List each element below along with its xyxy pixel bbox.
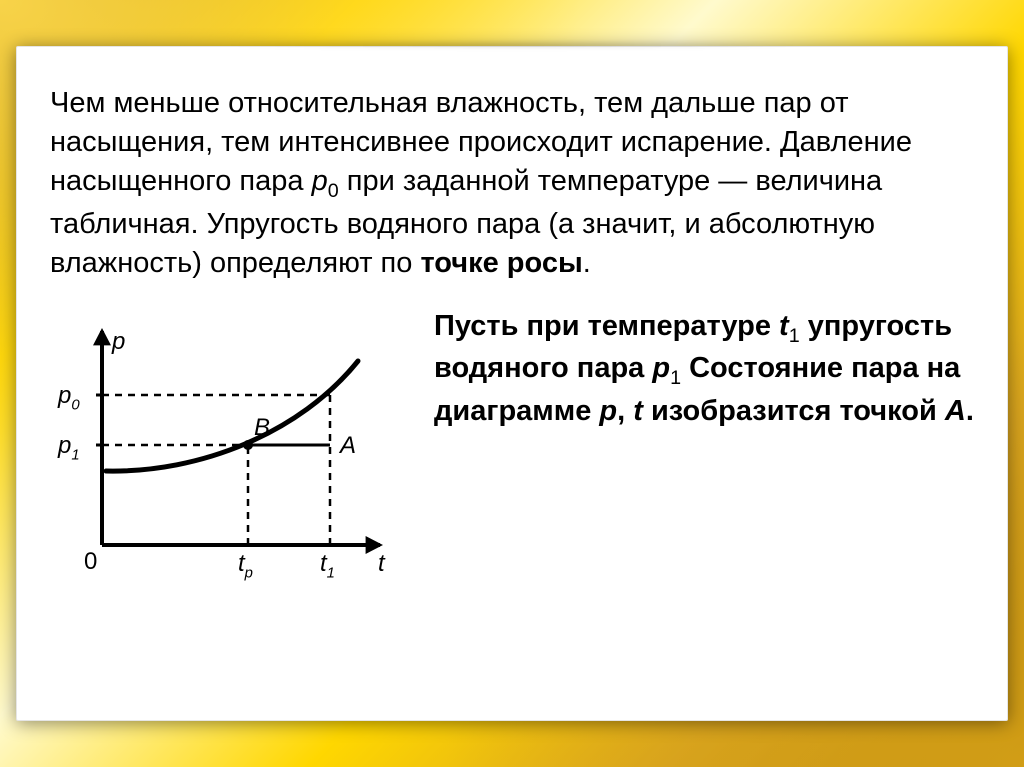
text-fragment: , <box>617 395 633 427</box>
text-fragment: Пусть при температуре <box>434 310 779 342</box>
svg-text:p: p <box>111 328 125 355</box>
slide-content-panel: Чем меньше относительная влажность, тем … <box>16 46 1008 721</box>
svg-text:tр: tр <box>238 550 253 582</box>
symbol-A: A <box>945 395 966 427</box>
text-fragment: . <box>966 395 974 427</box>
lower-row: pt0p0p1tрt1BA Пусть при температуре t1 у… <box>50 307 974 588</box>
svg-text:B: B <box>254 414 270 441</box>
text-fragment: . <box>583 247 591 279</box>
pt-diagram: p t 0 p0 p1 tр t1 B A <box>50 307 410 588</box>
symbol-p0: p0 <box>312 165 339 197</box>
pt-chart-svg: p t 0 p0 p1 tр t1 B A <box>50 313 400 583</box>
svg-text:p0: p0 <box>57 382 80 414</box>
svg-text:A: A <box>338 432 356 459</box>
symbol-p: p <box>599 395 617 427</box>
svg-text:0: 0 <box>84 548 97 575</box>
side-paragraph: Пусть при температуре t1 упругость водян… <box>434 307 974 431</box>
svg-text:t: t <box>378 550 386 577</box>
text-fragment: изобразится точкой <box>643 395 945 427</box>
bold-term-dewpoint: точке росы <box>420 247 582 279</box>
symbol-p1: p1 <box>652 352 681 384</box>
svg-text:t1: t1 <box>320 550 335 582</box>
symbol-t1: t1 <box>779 310 800 342</box>
symbol-t: t <box>633 395 643 427</box>
svg-text:p1: p1 <box>57 432 80 464</box>
intro-paragraph: Чем меньше относительная влажность, тем … <box>50 84 974 283</box>
